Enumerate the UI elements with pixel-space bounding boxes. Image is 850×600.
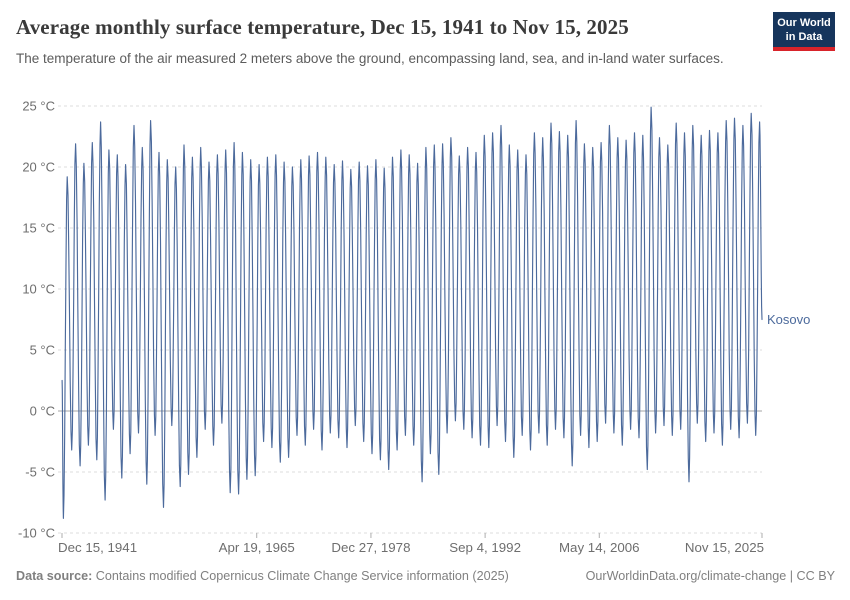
x-axis-tick-label: May 14, 2006 — [559, 540, 640, 555]
x-axis-tick-label: Apr 19, 1965 — [219, 540, 295, 555]
y-axis-tick-label: -5 °C — [25, 465, 55, 480]
owid-logo-line1: Our World — [777, 17, 831, 29]
data-source-label: Data source: — [16, 569, 93, 583]
x-axis-tick-label: Nov 15, 2025 — [685, 540, 764, 555]
x-axis-tick-label: Dec 27, 1978 — [331, 540, 410, 555]
y-axis-tick-label: -10 °C — [18, 526, 55, 541]
temperature-line-kosovo — [61, 106, 763, 519]
y-axis-tick-label: 20 °C — [22, 160, 55, 175]
owid-logo[interactable]: Our World in Data — [773, 12, 835, 51]
owid-logo-text: Our World in Data — [773, 12, 835, 47]
owid-logo-line2: in Data — [785, 31, 823, 43]
y-axis-tick-label: 15 °C — [22, 221, 55, 236]
page-subtitle: The temperature of the air measured 2 me… — [16, 51, 724, 66]
y-axis-tick-label: 5 °C — [30, 343, 55, 358]
x-axis-tick-label: Sep 4, 1992 — [449, 540, 521, 555]
owid-logo-accent-bar — [773, 47, 835, 51]
chart-footer: Data source: Contains modified Copernicu… — [16, 569, 835, 583]
page-title: Average monthly surface temperature, Dec… — [16, 15, 629, 39]
y-axis-tick-label: 25 °C — [22, 99, 55, 114]
data-source-note: Data source: Contains modified Copernicu… — [16, 569, 509, 583]
footer-link[interactable]: OurWorldinData.org/climate-change | CC B… — [585, 569, 835, 583]
x-axis-tick-label: Dec 15, 1941 — [58, 540, 137, 555]
series-label-kosovo[interactable]: Kosovo — [767, 312, 810, 327]
y-axis-tick-label: 0 °C — [30, 404, 55, 419]
y-axis-tick-label: 10 °C — [22, 282, 55, 297]
data-source-text: Contains modified Copernicus Climate Cha… — [92, 569, 509, 583]
